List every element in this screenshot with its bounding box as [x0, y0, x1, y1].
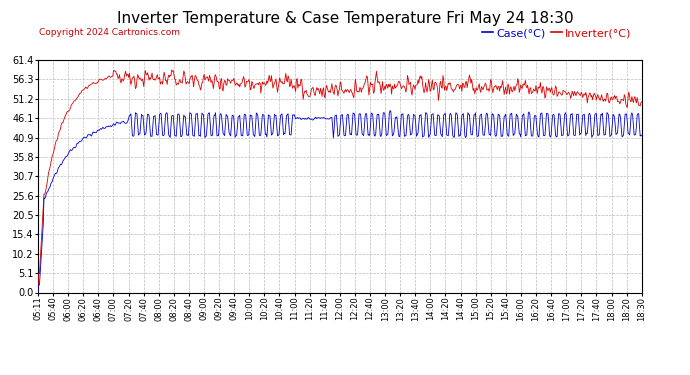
- Text: Copyright 2024 Cartronics.com: Copyright 2024 Cartronics.com: [39, 28, 180, 37]
- Text: Inverter Temperature & Case Temperature Fri May 24 18:30: Inverter Temperature & Case Temperature …: [117, 11, 573, 26]
- Legend: Case(°C), Inverter(°C): Case(°C), Inverter(°C): [477, 24, 636, 43]
